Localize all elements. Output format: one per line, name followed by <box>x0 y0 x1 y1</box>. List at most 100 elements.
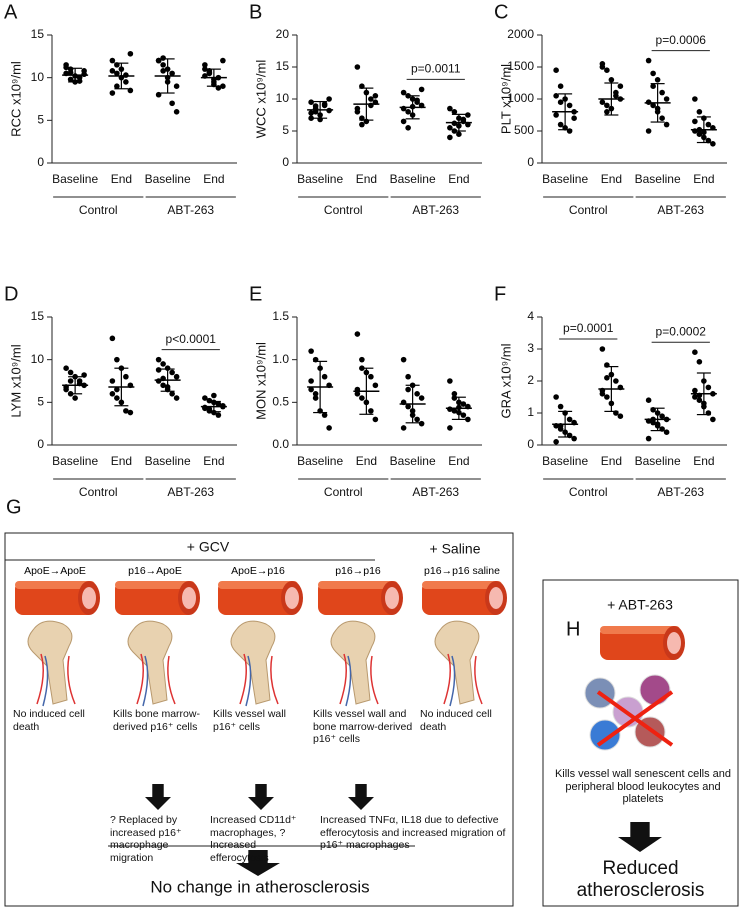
x-tick-label: Baseline <box>542 454 588 468</box>
x-tick-label: Baseline <box>635 454 681 468</box>
data-point <box>692 118 698 125</box>
data-point <box>326 96 332 102</box>
data-point <box>72 395 78 401</box>
data-point <box>405 403 411 410</box>
data-point <box>109 335 116 342</box>
data-point <box>372 416 379 423</box>
effect-text: Kills vessel wall and bone marrow-derive… <box>313 708 413 745</box>
data-point <box>359 121 365 128</box>
y-axis-label: GRA x10⁹/ml <box>498 343 513 418</box>
data-point <box>400 89 407 96</box>
data-point <box>169 100 175 107</box>
vessels <box>142 655 149 707</box>
data-point <box>220 402 226 409</box>
y-axis-label: PLT x10⁹/ml <box>498 64 513 134</box>
data-point <box>76 78 83 84</box>
outcome-text: Increased CD11d⁺ macrophages, ? Increase… <box>210 814 297 864</box>
data-point <box>114 356 120 363</box>
group-label: ABT-263 <box>412 203 459 217</box>
x-tick-label: Baseline <box>635 172 681 186</box>
data-point <box>123 373 129 380</box>
data-point <box>604 109 610 115</box>
data-point <box>368 408 374 414</box>
y-axis-label: MON x10⁹/ml <box>253 342 268 420</box>
data-point <box>123 72 129 78</box>
treatment-label: + GCV <box>187 539 230 555</box>
panel-letter: D <box>4 283 18 305</box>
data-point <box>308 378 314 384</box>
x-tick-label: End <box>111 454 132 468</box>
p-value: p=0.0002 <box>656 324 707 338</box>
data-point <box>599 346 606 352</box>
x-tick-label: End <box>356 454 377 468</box>
data-point <box>312 395 319 401</box>
data-point <box>63 62 69 68</box>
data-point <box>202 395 208 401</box>
bone <box>330 620 376 705</box>
data-point <box>400 425 407 431</box>
arrow <box>618 822 662 852</box>
data-point <box>206 406 213 412</box>
data-point <box>599 64 606 70</box>
x-tick-label: End <box>356 172 377 186</box>
x-tick-label: End <box>448 172 469 186</box>
data-point <box>359 356 365 363</box>
data-point <box>202 62 208 68</box>
data-point <box>368 96 374 102</box>
conclusion: No change in atherosclerosis <box>150 877 369 896</box>
data-point <box>202 66 208 72</box>
data-point <box>211 392 217 399</box>
y-axis-label: LYM x10⁹/ml <box>8 344 23 417</box>
group-label: Control <box>79 203 118 217</box>
data-point <box>604 394 610 400</box>
data-point <box>418 395 425 401</box>
data-point <box>114 386 120 393</box>
data-point <box>617 83 624 89</box>
data-point <box>160 62 166 68</box>
data-point <box>400 118 407 125</box>
x-tick-label: Baseline <box>52 454 98 468</box>
y-axis-label: RCC x10⁹/ml <box>8 61 23 137</box>
vessel <box>318 581 398 615</box>
data-point <box>447 378 453 384</box>
group-label: Control <box>569 485 608 499</box>
p-value: p=0.0001 <box>563 321 614 335</box>
y-tick-label: 0 <box>37 155 44 169</box>
data-point <box>109 68 116 74</box>
data-point <box>67 369 74 376</box>
data-point <box>604 102 610 109</box>
data-point <box>321 373 328 380</box>
y-tick-label: 15 <box>31 27 45 41</box>
data-point <box>67 69 74 76</box>
panel-letter: F <box>494 283 506 305</box>
data-point <box>173 109 180 115</box>
outcome: Reduced atherosclerosis <box>576 858 705 901</box>
cell <box>589 719 621 751</box>
data-point <box>326 425 332 431</box>
data-point <box>114 83 120 89</box>
y-tick-label: 1500 <box>507 59 534 73</box>
data-point <box>451 395 458 401</box>
data-point <box>451 391 458 397</box>
panel-letter: C <box>494 1 508 23</box>
data-point <box>645 435 652 442</box>
data-point <box>696 109 703 115</box>
data-point <box>645 397 652 404</box>
vessel-shade <box>15 581 95 589</box>
data-point <box>460 116 467 123</box>
data-point <box>617 413 624 420</box>
data-point <box>81 372 87 378</box>
bone <box>27 620 73 705</box>
vessels <box>42 655 49 707</box>
vessel <box>600 626 680 660</box>
arrow <box>348 784 374 810</box>
data-point <box>465 416 471 423</box>
data-point <box>109 378 116 384</box>
data-point <box>173 395 180 401</box>
x-tick-label: Baseline <box>52 172 98 186</box>
data-point <box>405 109 411 115</box>
data-point <box>659 89 665 96</box>
y-tick-label: 0 <box>527 437 534 451</box>
y-tick-label: 2000 <box>507 27 534 41</box>
